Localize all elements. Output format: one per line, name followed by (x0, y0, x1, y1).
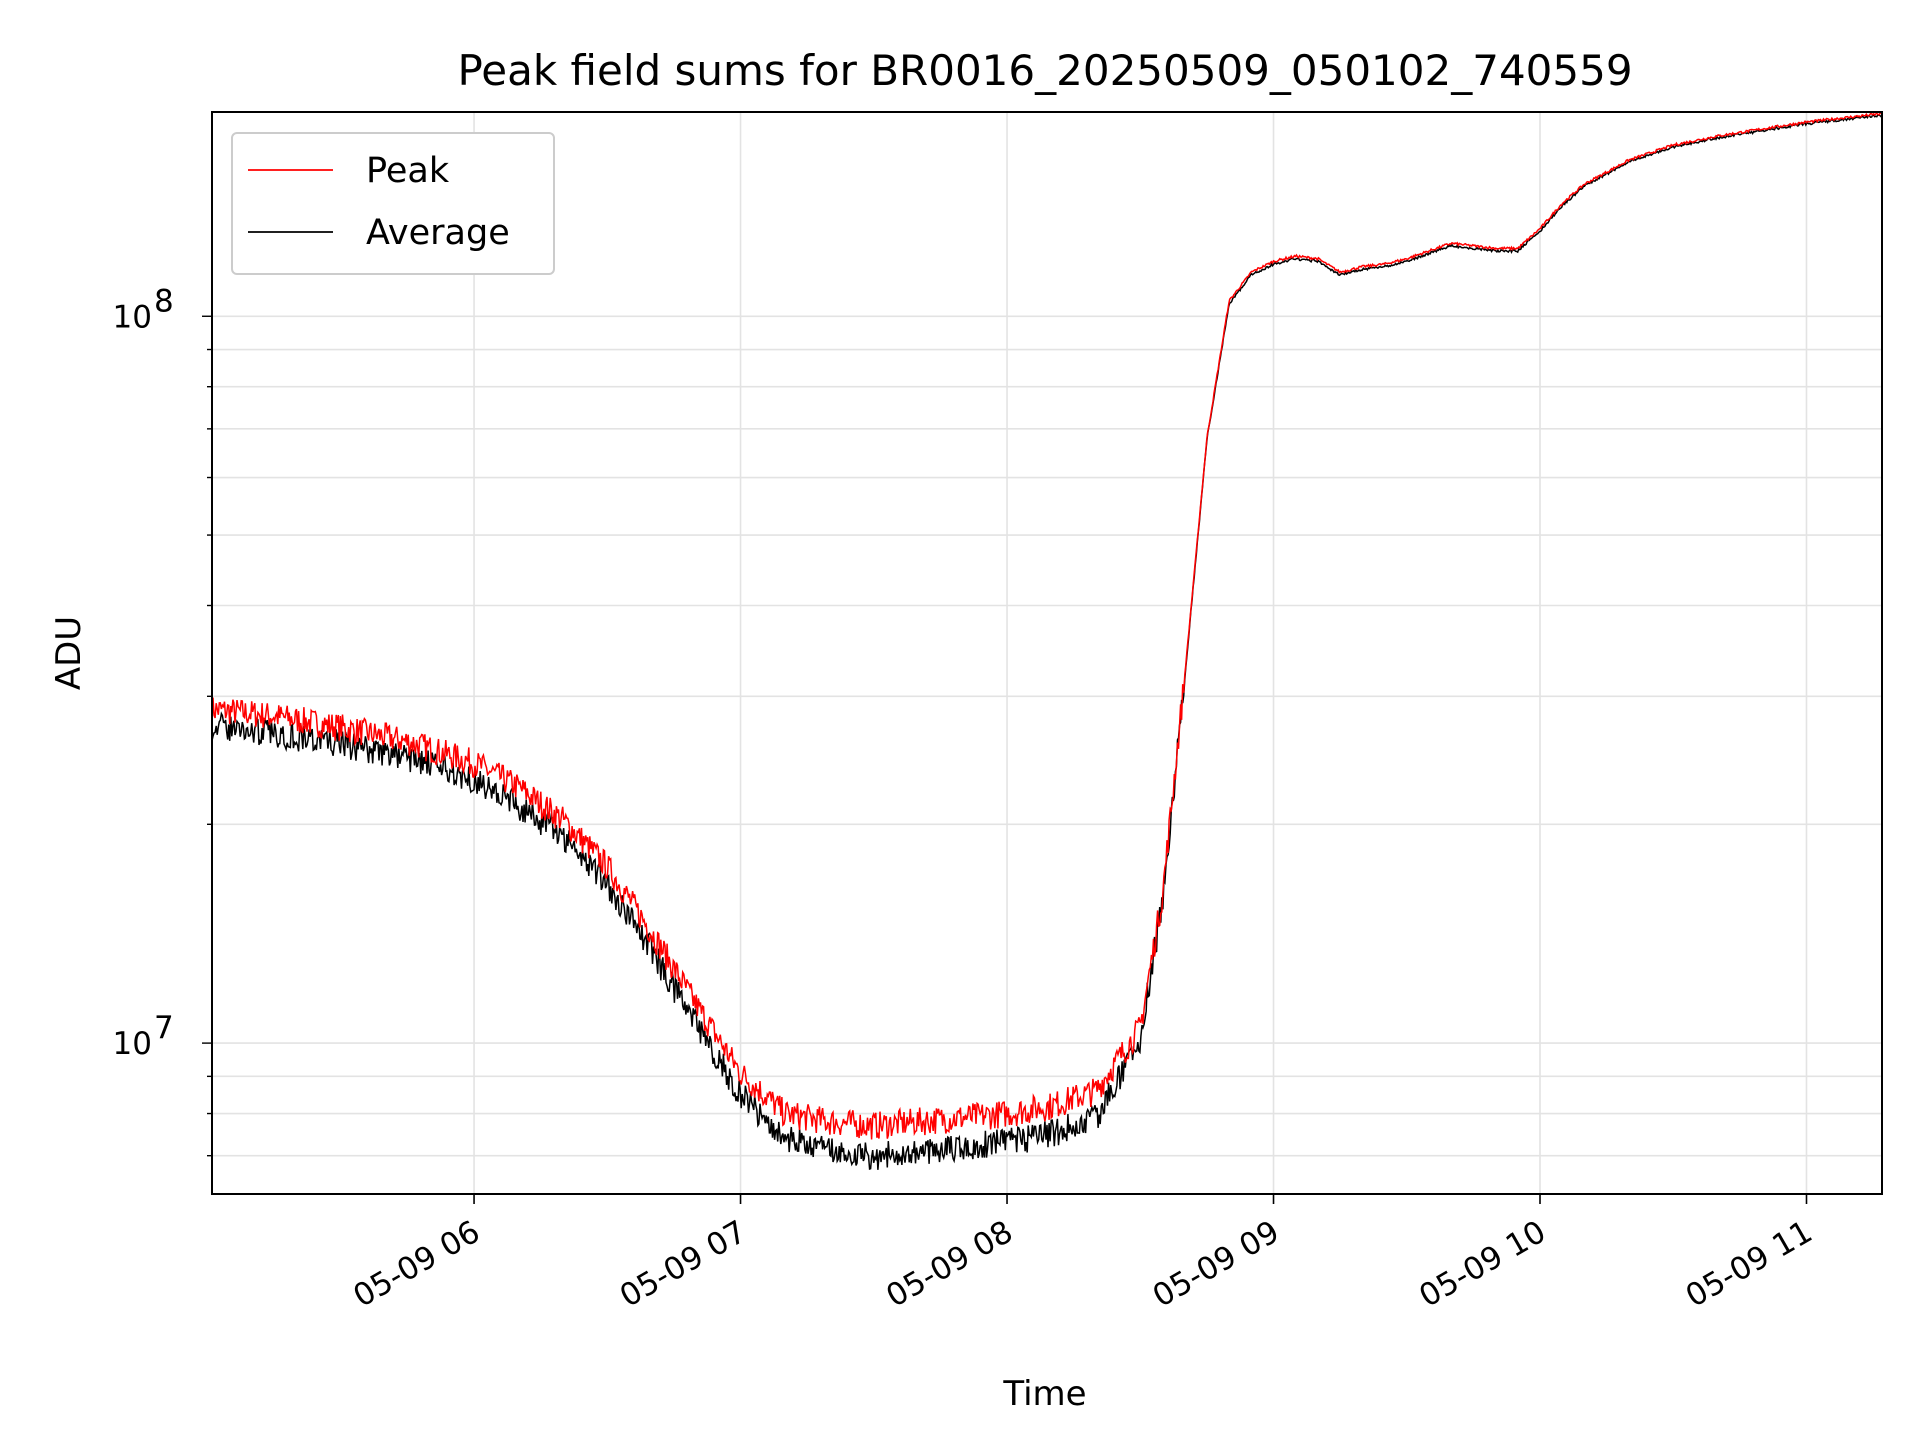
series-lines (211, 111, 1883, 1170)
legend: Peak Average (231, 132, 555, 275)
legend-box (231, 132, 555, 275)
y-tick-label: 10 (113, 1026, 152, 1062)
x-tick-label: 05-09 11 (1680, 1214, 1819, 1315)
axes: 05-09 06 05-09 07 05-09 08 05-09 09 05-09 10… (113, 283, 1819, 1314)
y-tick-label-exponent: 7 (154, 1010, 174, 1046)
legend-label-average: Average (366, 213, 510, 253)
x-tick-label: 05-09 07 (614, 1214, 753, 1315)
y-tick-label: 10 (113, 299, 152, 335)
x-tick-label: 05-09 09 (1147, 1214, 1286, 1315)
y-tick-label-exponent: 8 (154, 283, 174, 319)
plot-frame (211, 111, 1883, 1195)
grid (212, 112, 1882, 1194)
x-tick-label: 05-09 10 (1413, 1214, 1552, 1315)
x-axis-label: Time (1002, 1374, 1086, 1414)
legend-label-peak: Peak (366, 151, 450, 191)
series-line-peak (211, 111, 1883, 1140)
series-line-average (211, 114, 1883, 1170)
x-tick-label: 05-09 08 (880, 1214, 1019, 1315)
chart-title: Peak field sums for BR0016_20250509_0501… (457, 46, 1632, 95)
y-axis-label: ADU (49, 616, 89, 690)
x-tick-label: 05-09 06 (347, 1214, 486, 1315)
